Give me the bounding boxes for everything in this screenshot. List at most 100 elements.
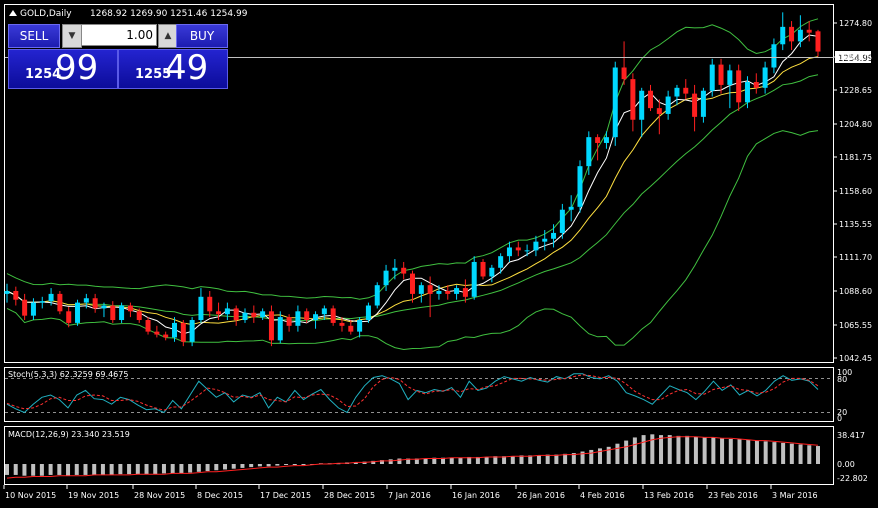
candle <box>101 302 107 318</box>
candle <box>348 320 354 335</box>
macd-bar <box>353 462 358 464</box>
candle-body <box>524 250 530 252</box>
macd-bar <box>597 448 602 464</box>
candle-body <box>207 296 213 312</box>
stoch-axis-20: 20 <box>837 408 847 417</box>
candle-body <box>418 285 424 294</box>
candle-body <box>736 70 742 103</box>
macd-bar <box>676 435 681 464</box>
candle-body <box>304 311 310 321</box>
candle-body <box>480 261 486 277</box>
candle-body <box>365 305 371 321</box>
candle <box>568 195 574 222</box>
candle-body <box>506 247 512 257</box>
candle-body <box>392 267 398 271</box>
price-axis: 1274.80 1251.35 1228.65 1204.80 1181.75 1158.… <box>833 19 872 363</box>
candle <box>13 286 19 306</box>
price-axis-label: 1088.60 <box>839 287 872 296</box>
volume-increase-icon[interactable]: ▲ <box>158 24 178 48</box>
candle <box>586 131 592 175</box>
macd-bar <box>74 464 79 475</box>
date-axis-label: 7 Jan 2016 <box>388 491 431 500</box>
candle <box>498 253 504 274</box>
current-price-label: 1254.99 <box>838 54 873 64</box>
candle <box>110 301 116 323</box>
buy-button[interactable]: BUY <box>176 24 228 48</box>
macd-bar <box>397 458 402 464</box>
macd-bar <box>223 464 228 470</box>
candle <box>39 296 45 309</box>
macd-bar <box>484 456 489 464</box>
candle-body <box>551 232 557 239</box>
macd-bar <box>659 435 664 464</box>
candle <box>462 279 468 303</box>
candle-body <box>92 298 98 309</box>
bollinger-lower-line <box>6 130 819 351</box>
macd-bar <box>798 444 803 464</box>
candle <box>171 317 177 342</box>
candle <box>180 320 186 347</box>
candle-body <box>471 261 477 297</box>
one-click-trading-panel: SELL ▼ ▲ BUY 1254 99 1255 49 <box>8 22 228 89</box>
candle-body <box>771 44 777 68</box>
candle-body <box>339 322 345 326</box>
bid-price-small: 1254 <box>25 67 62 82</box>
candle <box>789 21 795 51</box>
date-axis-label: 10 Nov 2015 <box>5 491 56 500</box>
candle-body <box>224 308 230 315</box>
sell-button[interactable]: SELL <box>8 24 60 48</box>
candle <box>683 79 689 100</box>
candle-body <box>568 206 574 210</box>
macd-bar <box>379 460 384 464</box>
candle-body <box>171 322 177 338</box>
candle-body <box>436 290 442 294</box>
chart-menu-triangle-icon[interactable] <box>9 10 17 16</box>
candle <box>471 256 477 300</box>
candle <box>119 302 125 323</box>
macd-axis-top: 38.417 <box>837 431 865 440</box>
candle-body <box>797 29 803 42</box>
macd-bar <box>554 454 559 464</box>
volume-decrease-icon[interactable]: ▼ <box>62 24 82 48</box>
candle <box>727 64 733 109</box>
candle <box>815 29 821 57</box>
candle-body <box>13 290 19 300</box>
macd-bar <box>502 456 507 464</box>
macd-axis-bottom: -22.802 <box>837 474 868 483</box>
candle-body <box>489 267 495 277</box>
stoch-label: Stoch(5,3,3) 62.3259 69.4675 <box>8 370 128 379</box>
candle-body <box>683 87 689 94</box>
macd-bar <box>214 464 219 471</box>
macd-bar <box>83 464 88 475</box>
macd-histogram <box>5 434 820 479</box>
macd-bar <box>275 464 280 466</box>
candle <box>75 299 81 326</box>
volume-input[interactable] <box>81 24 157 46</box>
date-axis-label: 16 Jan 2016 <box>452 491 500 500</box>
ask-price-button[interactable]: 1255 49 <box>118 48 228 89</box>
date-axis-label: 3 Mar 2016 <box>772 491 818 500</box>
candle <box>401 261 407 280</box>
macd-bar <box>292 464 297 465</box>
candle-body <box>4 290 10 294</box>
date-axis-label: 28 Dec 2015 <box>324 491 375 500</box>
candle-body <box>577 166 583 207</box>
date-axis-label: 28 Nov 2015 <box>134 491 185 500</box>
candle <box>551 224 557 248</box>
macd-bar <box>685 435 690 464</box>
candle <box>365 302 371 323</box>
candle <box>595 134 601 161</box>
bollinger-upper-line <box>6 18 819 300</box>
candle <box>357 317 363 338</box>
macd-bar <box>458 457 463 464</box>
price-axis-label: 1042.45 <box>839 354 872 363</box>
stoch-axis-0: 0 <box>837 414 842 423</box>
candle-body <box>709 64 715 91</box>
candle <box>524 244 530 257</box>
candle <box>577 160 583 213</box>
stoch-axis-100: 100 <box>837 368 852 377</box>
bid-price-button[interactable]: 1254 99 <box>8 48 118 89</box>
candle <box>163 331 169 341</box>
macd-bar <box>205 464 210 472</box>
